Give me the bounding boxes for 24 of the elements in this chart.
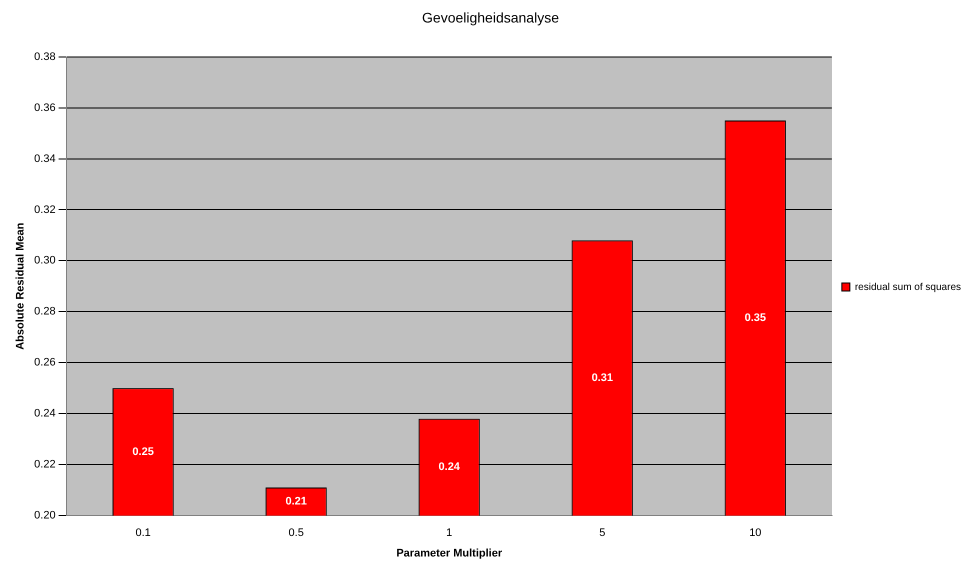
y-tick-label: 0.26 — [34, 356, 56, 369]
y-tick-label: 0.34 — [34, 152, 56, 165]
data-label: 0.31 — [592, 372, 613, 384]
x-tick-label: 5 — [599, 527, 606, 540]
x-tick-label: 1 — [446, 527, 452, 540]
y-tick-label: 0.22 — [34, 458, 56, 471]
data-label: 0.21 — [285, 496, 307, 508]
y-tick-label: 0.30 — [34, 254, 56, 267]
y-tick-label: 0.28 — [34, 306, 56, 318]
legend-label: residual sum of squares — [854, 282, 962, 293]
data-label: 0.35 — [744, 312, 766, 324]
x-axis-title: Parameter Multiplier — [396, 547, 503, 560]
x-tick-label: 0.5 — [288, 527, 304, 540]
data-label: 0.25 — [132, 446, 154, 458]
data-label: 0.24 — [438, 461, 461, 474]
chart-title: Gevoeligheidsanalyse — [422, 9, 560, 26]
y-tick-label: 0.20 — [34, 510, 56, 522]
x-tick-label: 0.1 — [135, 527, 151, 540]
y-tick-label: 0.36 — [34, 102, 56, 114]
y-tick-label: 0.24 — [34, 408, 56, 420]
y-tick-label: 0.38 — [34, 50, 56, 63]
y-axis-title: Absolute Residual Mean — [14, 222, 27, 350]
y-tick-label: 0.32 — [34, 204, 56, 216]
x-tick-label: 10 — [749, 527, 762, 540]
